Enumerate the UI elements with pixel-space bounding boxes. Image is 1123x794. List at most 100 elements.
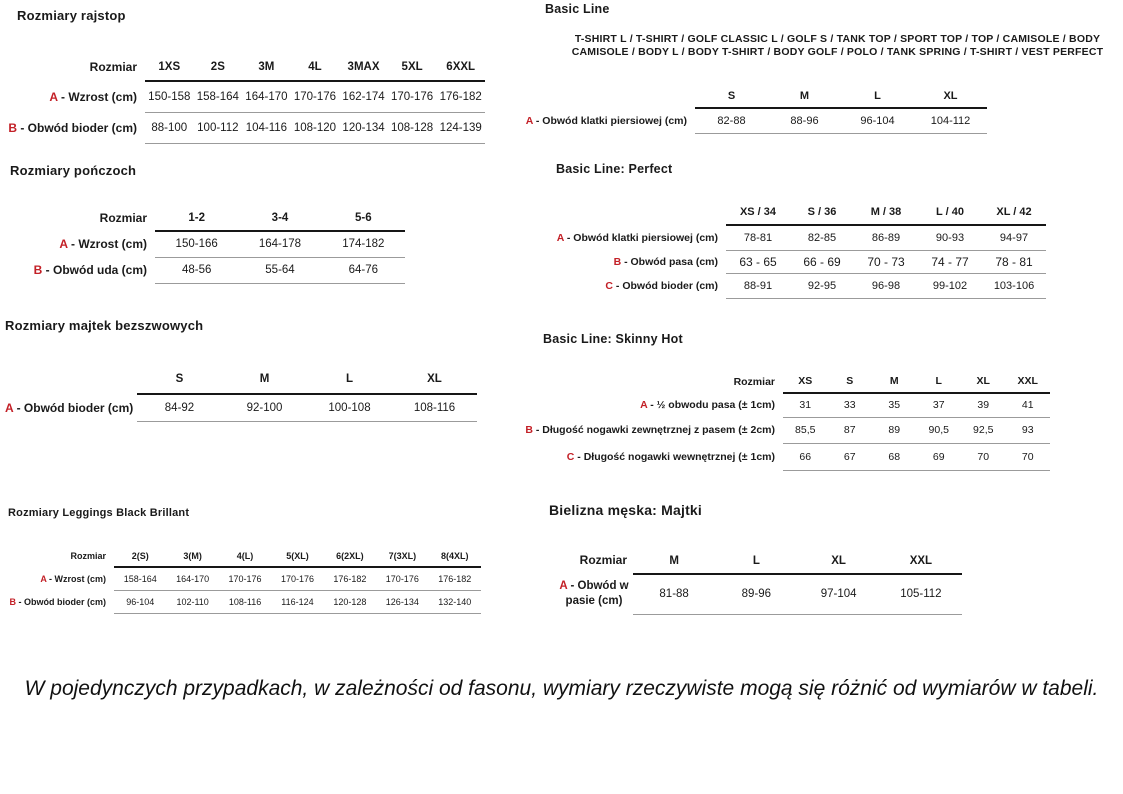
size-value: 100-112 [193, 112, 243, 144]
size-value: 82-85 [790, 225, 854, 251]
row-letter: B [613, 255, 622, 268]
size-column-header: L [715, 548, 798, 575]
size-value: 170-176 [218, 567, 272, 591]
size-table: XS / 34 S / 36 M / 38 L / 40 XL / 42 A - Obwó… [520, 200, 1046, 299]
measurement-row: C - Długość nogawki wewnętrznej (± 1cm) 6… [515, 443, 1050, 471]
row-label-text: - Obwód pasa (cm) [621, 255, 718, 268]
size-column-header: 4L [290, 53, 340, 82]
size-column-header: 5-6 [321, 205, 405, 232]
size-value: 132-140 [428, 590, 481, 614]
size-column-header: XXL [1005, 370, 1050, 394]
table-corner-label: Rozmiar [89, 60, 137, 74]
row-label-text: - Obwód bioder (cm) [613, 279, 718, 292]
size-column-header: XL [392, 365, 477, 395]
row-label: A - Wzrost (cm) [8, 567, 114, 590]
table-corner-label: Rozmiar [733, 375, 775, 388]
product-list-subtitle: T-SHIRT L / T-SHIRT / GOLF CLASSIC L / G… [571, 33, 1104, 58]
section-title: Rozmiary majtek bezszwowych [5, 318, 204, 333]
size-value: 120-134 [339, 112, 388, 144]
size-value: 170-176 [290, 81, 340, 113]
size-value: 99-102 [918, 273, 982, 299]
measurement-row: A - Obwód klatki piersiowej (cm) 82-88 88-… [505, 108, 987, 134]
size-value: 66 - 69 [790, 250, 854, 274]
size-table: Rozmiar 1-2 3-4 5-6 A - Wzrost (cm) 150-166 16… [10, 205, 405, 284]
size-column-header: L / 40 [918, 200, 982, 226]
section-title: Bielizna męska: Majtki [549, 502, 703, 518]
row-letter: A [525, 114, 533, 127]
measurement-row: A - Wzrost (cm) 158-164 164-170 170-176 170-… [8, 567, 481, 591]
size-value: 64-76 [321, 257, 405, 284]
size-value: 102-110 [166, 590, 219, 614]
measurement-row: C - Obwód bioder (cm) 88-91 92-95 96-98 99-1… [520, 273, 1046, 299]
table-header-row: Rozmiar 1-2 3-4 5-6 [10, 205, 405, 232]
size-value: 126-134 [376, 590, 429, 614]
size-value: 70 - 73 [854, 250, 918, 274]
size-value: 70 [961, 443, 1006, 471]
table-header-row: XS / 34 S / 36 M / 38 L / 40 XL / 42 [520, 200, 1046, 226]
size-value: 67 [827, 443, 872, 471]
size-value: 90-93 [918, 225, 982, 251]
row-label-text: - Długość nogawki zewnętrznej z pasem (±… [532, 424, 775, 436]
footnote: W pojedynczych przypadkach, w zależności… [24, 677, 1099, 700]
measurement-row: A - Obwód klatki piersiowej (cm) 78-81 82-… [520, 225, 1046, 251]
size-column-header: 1-2 [155, 205, 239, 232]
size-value: 150-158 [145, 81, 194, 113]
size-value: 158-164 [114, 567, 167, 591]
size-table: S M L XL A - Obwód klatki piersiowej (cm) 82-… [505, 84, 987, 134]
size-column-header: S [137, 365, 222, 395]
size-column-header: 2S [193, 53, 243, 82]
size-value: 88-96 [768, 108, 841, 134]
size-column-header: L [307, 365, 392, 395]
row-letter: A [640, 399, 648, 411]
size-value: 176-182 [428, 567, 481, 591]
row-label-text: - ½ obwodu pasa (± 1cm) [647, 399, 775, 411]
size-column-header: XXL [879, 548, 962, 575]
table-corner-label: Rozmiar [99, 211, 147, 225]
size-value: 85,5 [783, 417, 828, 444]
row-label-text: - Wzrost (cm) [46, 573, 106, 584]
row-label: B - Obwód bioder (cm) [5, 112, 145, 143]
size-table: Rozmiar XS S M L XL XXL A - ½ obwodu pasa (± 1c… [515, 370, 1050, 471]
size-value: 66 [783, 443, 828, 471]
row-label-text: - Długość nogawki wewnętrznej (± 1cm) [574, 450, 775, 463]
row-label-text: - Obwód uda (cm) [42, 263, 147, 277]
row-label-text: - Wzrost (cm) [57, 89, 137, 104]
size-value: 158-164 [193, 81, 243, 113]
size-value: 164-170 [242, 81, 291, 113]
size-column-header: XL [797, 548, 880, 575]
row-label: B - Obwód bioder (cm) [8, 590, 114, 613]
size-value: 162-174 [339, 81, 388, 113]
row-label: A - Wzrost (cm) [10, 231, 155, 257]
size-column-header: 5(XL) [271, 545, 324, 568]
size-value: 94-97 [982, 225, 1046, 251]
size-value: 88-100 [145, 112, 194, 144]
size-value: 35 [872, 393, 917, 418]
size-value: 31 [783, 393, 828, 418]
row-label-text: - Obwód bioder (cm) [17, 120, 137, 135]
size-value: 92-95 [790, 273, 854, 299]
size-table: Rozmiar M L XL XXL A - Obwód w pasie (cm) 81-8… [557, 548, 962, 615]
size-table-host: Rozmiar 1XS 2S 3M 4L 3MAX 5XL 6XXL A - Wzrost (c… [5, 53, 485, 144]
row-label: B - Długość nogawki zewnętrznej z pasem … [515, 417, 783, 443]
size-table-host: S M L XL A - Obwód bioder (cm) 84-92 92-100 100… [5, 365, 477, 422]
size-value: 81-88 [633, 574, 716, 615]
size-table: Rozmiar 2(S) 3(M) 4(L) 5(XL) 6(2XL) 7(3XL) 8(4X… [8, 545, 481, 614]
size-table-host: XS / 34 S / 36 M / 38 L / 40 XL / 42 A - Obwó… [520, 200, 1046, 299]
size-value: 82-88 [695, 108, 768, 134]
measurement-row: A - Wzrost (cm) 150-158 158-164 164-170 170-… [5, 81, 485, 113]
size-value: 74 - 77 [918, 250, 982, 274]
row-label-text: - Obwód klatki piersiowej (cm) [563, 231, 718, 244]
section-title: Rozmiary Leggings Black Brillant [8, 507, 190, 519]
measurement-row: B - Długość nogawki zewnętrznej z pasem … [515, 417, 1050, 444]
size-column-header: L [916, 370, 961, 394]
size-value: 87 [827, 417, 872, 444]
size-column-header: M [872, 370, 917, 394]
table-corner-label [505, 84, 695, 108]
size-value: 108-120 [290, 112, 340, 144]
row-label-text: - Obwód klatki piersiowej (cm) [532, 114, 687, 127]
size-column-header: 7(3XL) [376, 545, 429, 568]
size-value: 150-166 [155, 231, 239, 258]
size-value: 100-108 [307, 394, 392, 422]
size-column-header: S / 36 [790, 200, 854, 226]
